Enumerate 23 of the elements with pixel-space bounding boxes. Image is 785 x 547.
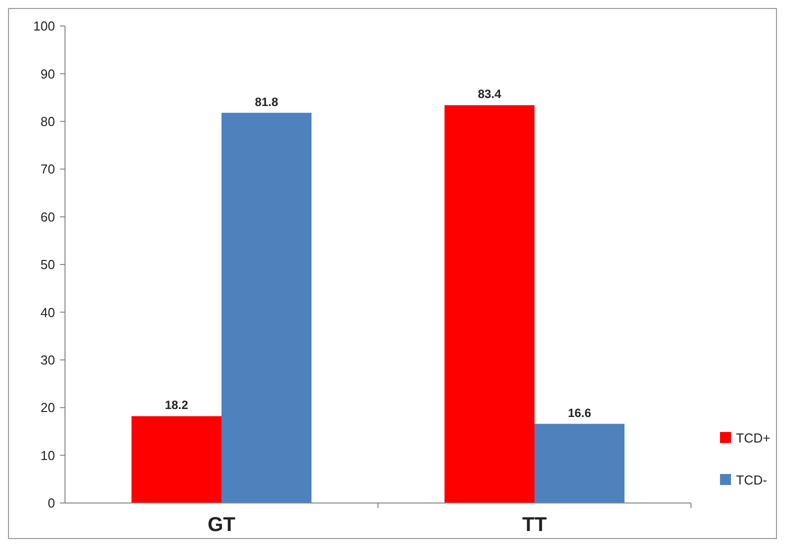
- data-label: 18.2: [164, 398, 189, 412]
- bar: [132, 416, 222, 503]
- bar: [444, 105, 534, 503]
- y-tick-label: 50: [40, 257, 55, 272]
- y-tick-label: 80: [40, 114, 55, 129]
- legend-label: TCD-: [736, 472, 768, 488]
- y-tick-label: 70: [40, 162, 55, 177]
- x-tick-label: TT: [522, 514, 547, 536]
- data-label: 16.6: [568, 406, 592, 420]
- y-tick-label: 10: [40, 448, 55, 463]
- data-label: 81.8: [254, 94, 278, 109]
- legend-label: TCD+: [736, 430, 770, 446]
- y-tick-label: 90: [40, 66, 55, 82]
- y-tick-label: 0: [48, 496, 55, 511]
- x-tick-label: GT: [208, 514, 236, 536]
- y-tick-label: 40: [40, 304, 55, 320]
- data-label: 83.4: [478, 87, 502, 102]
- y-tick-label: 30: [40, 352, 55, 368]
- bar: [534, 424, 624, 503]
- bar: [222, 112, 312, 503]
- y-tick-label: 100: [33, 18, 55, 34]
- y-tick-label: 20: [40, 400, 55, 416]
- y-tick-label: 60: [40, 209, 55, 224]
